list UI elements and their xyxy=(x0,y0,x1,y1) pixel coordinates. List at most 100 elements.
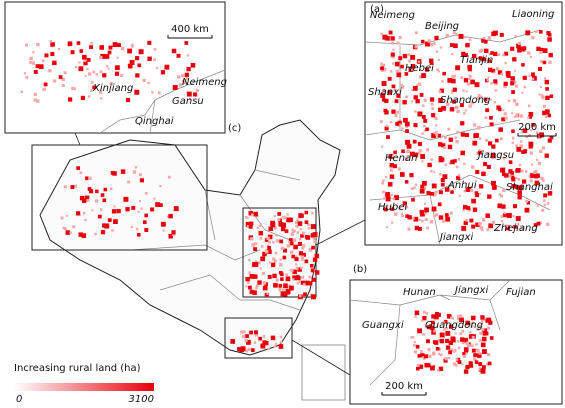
patch xyxy=(461,225,467,231)
patch xyxy=(183,80,187,85)
patch xyxy=(534,180,540,186)
patch xyxy=(435,213,439,217)
patch xyxy=(513,80,517,84)
patch xyxy=(503,211,506,215)
patch xyxy=(99,45,105,50)
patch xyxy=(246,339,251,345)
place-label: Shanghai xyxy=(506,182,553,193)
patch xyxy=(440,182,445,187)
patch xyxy=(409,151,415,157)
patch xyxy=(477,93,481,97)
patch xyxy=(391,154,394,158)
patch xyxy=(82,54,87,60)
patch xyxy=(519,144,523,148)
patch xyxy=(279,239,284,244)
patch xyxy=(301,246,305,250)
patch xyxy=(448,161,452,165)
patch xyxy=(434,314,439,320)
patch xyxy=(295,224,299,228)
patch xyxy=(480,319,484,323)
patch xyxy=(384,126,389,131)
patch xyxy=(542,48,548,53)
patch xyxy=(84,218,87,222)
patch xyxy=(304,220,309,225)
patch xyxy=(412,139,417,144)
patch xyxy=(465,364,470,370)
patch xyxy=(102,198,107,203)
patch xyxy=(514,34,517,37)
patch xyxy=(448,356,451,360)
patch xyxy=(473,357,477,361)
patch xyxy=(463,369,469,374)
patch xyxy=(107,50,112,55)
patch xyxy=(444,357,448,361)
patch xyxy=(519,114,524,118)
patch xyxy=(267,245,271,250)
patch xyxy=(487,152,490,155)
patch xyxy=(542,60,547,65)
patch xyxy=(528,111,534,117)
patch xyxy=(462,352,466,356)
patch xyxy=(471,321,474,324)
patch xyxy=(107,218,112,222)
patch xyxy=(251,348,255,352)
patch xyxy=(469,218,473,223)
patch xyxy=(291,230,295,233)
patch xyxy=(414,217,418,221)
patch xyxy=(504,51,509,56)
patch xyxy=(71,86,75,91)
patch xyxy=(464,53,468,57)
patch xyxy=(425,127,429,132)
patch xyxy=(510,81,515,86)
patch xyxy=(531,72,535,77)
patch xyxy=(50,42,55,47)
patch xyxy=(404,121,410,127)
patch xyxy=(411,187,414,190)
patch xyxy=(437,58,440,61)
patch xyxy=(301,275,304,279)
patch xyxy=(452,362,457,366)
patch xyxy=(298,294,302,298)
patch xyxy=(25,76,29,79)
patch xyxy=(477,150,482,155)
patch xyxy=(502,213,507,218)
patch xyxy=(304,234,309,239)
patch xyxy=(284,229,289,233)
place-label: Jiangxi xyxy=(453,285,488,296)
patch xyxy=(127,63,133,69)
patch xyxy=(418,364,424,370)
patch xyxy=(456,175,461,180)
place-label: Hebei xyxy=(405,63,434,74)
patch xyxy=(454,105,459,110)
patch xyxy=(44,53,49,58)
patch xyxy=(380,62,384,66)
patch xyxy=(249,237,254,241)
patch xyxy=(390,206,395,211)
place-label: Guangdong xyxy=(425,320,483,331)
patch xyxy=(144,228,149,232)
patch xyxy=(274,251,278,255)
patch xyxy=(195,88,199,92)
patch xyxy=(91,209,94,212)
patch xyxy=(436,68,440,71)
patch xyxy=(435,131,438,134)
patch xyxy=(486,164,491,169)
patch xyxy=(388,30,393,35)
patch xyxy=(439,88,444,93)
patch xyxy=(288,285,294,291)
patch xyxy=(501,204,506,209)
patch xyxy=(465,188,470,192)
patch xyxy=(525,30,531,36)
patch xyxy=(308,281,313,286)
patch xyxy=(523,149,528,154)
patch xyxy=(70,50,75,55)
patch xyxy=(546,202,550,205)
patch xyxy=(279,341,282,344)
patch xyxy=(407,227,411,231)
patch xyxy=(94,232,97,236)
patch xyxy=(439,332,445,338)
patch xyxy=(312,257,318,262)
patch xyxy=(301,252,306,257)
patch xyxy=(515,216,521,222)
patch xyxy=(475,343,478,346)
